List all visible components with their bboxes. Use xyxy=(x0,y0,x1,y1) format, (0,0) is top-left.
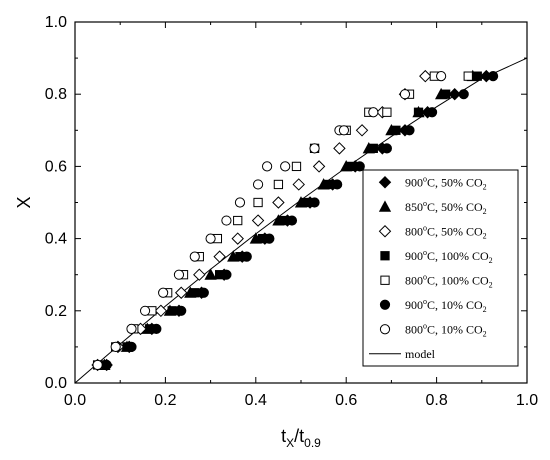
data-point xyxy=(234,197,246,208)
data-point xyxy=(158,287,169,298)
data-point xyxy=(309,197,320,208)
legend-label: 900oC, 100% CO2 xyxy=(405,248,493,265)
data-point xyxy=(488,71,499,82)
x-tick-label: 0.4 xyxy=(245,392,267,409)
legend: 900oC, 50% CO2 850oC, 50% CO2 800oC, 50% C… xyxy=(362,169,519,367)
legend-marker xyxy=(379,324,391,335)
data-point xyxy=(92,359,103,371)
data-point xyxy=(332,179,343,190)
data-point xyxy=(231,232,244,245)
data-point xyxy=(382,107,392,117)
data-point xyxy=(413,107,424,117)
legend-label: 800oC, 10% CO2 xyxy=(405,321,487,338)
axes: 0.0 0.2 0.4 0.6 0.8 1.0 0.0 0.2 0.4 0.6 0.8 1.0 xyxy=(45,14,538,409)
data-point xyxy=(251,214,265,227)
data-point xyxy=(262,161,273,172)
data-point xyxy=(463,71,473,81)
data-point xyxy=(391,125,401,135)
data-point xyxy=(221,215,232,226)
data-point xyxy=(346,161,356,172)
data-point xyxy=(300,197,311,208)
data-point xyxy=(272,196,285,209)
data-point xyxy=(381,143,392,154)
x-tick-label: 0.6 xyxy=(335,392,357,409)
legend-marker xyxy=(380,275,390,285)
x-axis-title: tX/t0.9 xyxy=(281,426,321,450)
data-point xyxy=(110,341,121,352)
data-point xyxy=(253,197,263,208)
data-point xyxy=(213,250,226,263)
data-point xyxy=(441,89,451,99)
data-point xyxy=(292,178,305,191)
legend-marker xyxy=(378,200,392,212)
legend-marker xyxy=(379,299,391,310)
data-point xyxy=(221,269,232,280)
legend-marker xyxy=(378,225,392,238)
x-tick-label: 0.0 xyxy=(64,392,86,409)
y-tick-label: 1.0 xyxy=(45,14,67,31)
data-point xyxy=(448,87,461,101)
data-point xyxy=(193,268,206,281)
data-point xyxy=(151,323,162,334)
x-tick-label: 1.0 xyxy=(516,392,538,409)
legend-label: 850oC, 50% CO2 xyxy=(405,199,487,216)
data-point xyxy=(273,179,284,190)
y-tick-label: 0.0 xyxy=(45,375,67,392)
data-point xyxy=(312,160,326,173)
data-point xyxy=(280,161,291,172)
data-point xyxy=(291,161,302,172)
y-tick-label: 0.8 xyxy=(45,86,67,103)
data-point xyxy=(458,89,469,100)
x-tick-label: 0.2 xyxy=(154,392,176,409)
data-point xyxy=(404,125,415,136)
data-point xyxy=(419,69,432,83)
y-tick-label: 0.4 xyxy=(45,231,67,248)
data-point xyxy=(190,288,200,298)
data-point xyxy=(233,215,243,226)
data-point xyxy=(278,215,288,226)
data-point xyxy=(472,71,482,81)
legend-label: model xyxy=(405,347,436,361)
y-axis-title: X xyxy=(14,196,34,208)
legend-box xyxy=(362,169,519,367)
data-point xyxy=(176,305,187,316)
data-point xyxy=(323,179,333,190)
data-point xyxy=(333,142,346,155)
data-point xyxy=(139,305,151,316)
data-point xyxy=(205,233,216,244)
data-point xyxy=(368,143,378,153)
data-point xyxy=(252,179,264,190)
data-point xyxy=(173,269,185,280)
legend-label: 800oC, 50% CO2 xyxy=(405,223,487,240)
data-point xyxy=(126,323,137,334)
data-point xyxy=(198,287,209,298)
data-point xyxy=(355,124,369,137)
x-tick-label: 0.8 xyxy=(425,392,447,409)
data-point xyxy=(264,233,275,244)
y-tick-label: 0.6 xyxy=(45,158,67,175)
data-point xyxy=(126,341,137,352)
data-point xyxy=(204,268,217,280)
legend-label: 900oC, 10% CO2 xyxy=(405,297,487,314)
data-point xyxy=(154,304,168,318)
data-point xyxy=(368,107,379,118)
data-point xyxy=(354,161,365,172)
data-point xyxy=(167,306,177,316)
legend-marker xyxy=(378,176,392,189)
legend-label: 800oC, 100% CO2 xyxy=(405,272,493,289)
legend-label: 900oC, 50% CO2 xyxy=(405,174,487,191)
data-point xyxy=(338,125,350,136)
data-point xyxy=(174,286,188,299)
data-point xyxy=(241,251,252,262)
data-point xyxy=(399,89,411,100)
data-point xyxy=(286,215,298,226)
data-point xyxy=(426,107,438,118)
data-point xyxy=(309,143,320,154)
data-points-layer xyxy=(91,69,499,372)
legend-marker xyxy=(380,251,390,261)
data-point xyxy=(189,251,200,262)
y-tick-label: 0.2 xyxy=(45,303,67,320)
data-point xyxy=(436,71,447,82)
